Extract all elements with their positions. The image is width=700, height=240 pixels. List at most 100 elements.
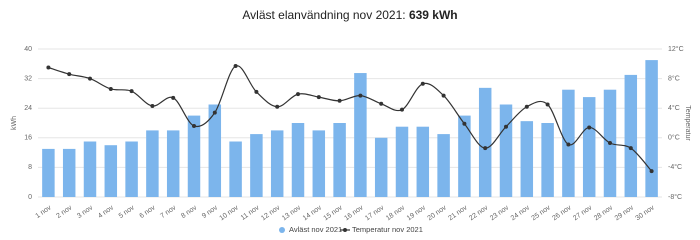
line-point	[88, 76, 92, 81]
line-point	[233, 64, 238, 69]
bar	[520, 121, 534, 197]
x-tick-label: 28 nov	[593, 204, 615, 222]
line-point	[108, 86, 113, 91]
x-tick-label: 19 nov	[406, 204, 428, 222]
bar	[312, 130, 326, 197]
bar	[104, 145, 118, 197]
line-point	[275, 104, 280, 109]
x-tick-label: 26 nov	[551, 204, 573, 222]
x-tick-label: 6 nov	[139, 204, 157, 220]
bar	[270, 130, 284, 197]
y-tick-label: 40	[24, 46, 32, 53]
bar	[354, 73, 367, 197]
y2-tick-label: -8°C	[668, 193, 682, 201]
x-tick-label: 18 nov	[385, 204, 407, 222]
bar	[458, 115, 471, 197]
x-tick-label: 27 nov	[572, 204, 594, 222]
bar	[83, 141, 97, 197]
line-point	[67, 72, 72, 77]
line-point	[483, 146, 488, 151]
line-point	[420, 81, 425, 86]
line-point	[129, 89, 134, 94]
line-point	[150, 103, 155, 108]
temperature-line	[48, 65, 653, 172]
line-point	[504, 124, 508, 129]
x-tick-label: 20 nov	[427, 204, 449, 222]
x-tick-label: 1 nov	[35, 204, 53, 220]
bar	[624, 74, 638, 197]
x-tick-label: 15 nov	[323, 204, 345, 222]
x-tick-label: 16 nov	[343, 204, 365, 222]
line-point	[400, 107, 404, 112]
line-point	[254, 89, 259, 94]
legend-item: Avläst nov 2021	[279, 225, 342, 234]
line-point	[566, 142, 571, 147]
x-tick-label: 22 nov	[468, 204, 490, 222]
bar	[166, 130, 180, 197]
line-point	[212, 110, 217, 115]
line-point	[358, 93, 363, 98]
y-axis-label: kWh	[11, 116, 18, 130]
y2-tick-label: 12°C	[668, 45, 684, 53]
line-point	[441, 93, 446, 98]
y2-tick-label: 0°C	[668, 134, 680, 142]
bar	[645, 60, 658, 197]
y2-tick-label: 8°C	[668, 74, 680, 82]
bar	[62, 148, 76, 197]
bar	[291, 123, 305, 197]
bar	[125, 141, 138, 197]
x-tick-label: 11 nov	[240, 204, 261, 222]
x-tick-label: 9 nov	[201, 204, 219, 220]
y-tick-label: 0	[28, 194, 32, 201]
bar	[437, 134, 450, 197]
x-tick-label: 10 nov	[219, 204, 241, 222]
x-tick-label: 3 nov	[76, 204, 94, 220]
bar	[541, 123, 554, 197]
x-tick-label: 25 nov	[531, 204, 553, 222]
bar	[208, 104, 222, 197]
x-tick-label: 4 nov	[97, 204, 115, 220]
bar	[146, 130, 159, 197]
line-point	[649, 169, 654, 174]
chart-title: Avläst elanvändning nov 2021: 639 kWh	[242, 8, 457, 22]
x-tick-label: 29 nov	[614, 204, 636, 222]
title-value: 639 kWh	[409, 8, 458, 22]
line-point	[587, 125, 592, 130]
x-tick-label: 7 nov	[159, 204, 177, 220]
line-point	[628, 146, 633, 151]
bar	[395, 126, 409, 197]
bar	[374, 137, 388, 197]
legend-item: Temperatur nov 2021	[340, 225, 423, 234]
x-tick-label: 17 nov	[364, 204, 386, 222]
bar	[250, 134, 263, 197]
line-point	[608, 140, 612, 145]
line-point	[46, 65, 51, 70]
x-tick-label: 8 nov	[180, 204, 198, 220]
legend-swatch-dot	[343, 228, 347, 232]
y2-axis-label: Temperatur	[684, 105, 691, 141]
line-point	[379, 101, 384, 106]
line-point	[296, 92, 300, 97]
bar	[499, 104, 513, 197]
legend-swatch	[279, 227, 285, 233]
y2-tick-label: 4°C	[668, 104, 680, 112]
bar	[229, 141, 242, 197]
bar	[478, 87, 492, 197]
x-tick-label: 23 nov	[489, 204, 511, 222]
x-tick-label: 24 nov	[510, 204, 532, 222]
line-point	[171, 95, 176, 100]
x-tick-label: 30 nov	[635, 204, 657, 222]
title-text: Avläst elanvändning nov 2021:	[242, 8, 405, 22]
bar	[416, 126, 430, 197]
line-point	[316, 95, 321, 100]
y-tick-label: 24	[24, 105, 32, 112]
y-tick-label: 8	[28, 164, 32, 171]
x-tick-label: 2 nov	[55, 204, 73, 220]
bar	[42, 148, 55, 197]
legend-label: Avläst nov 2021	[289, 225, 342, 234]
line-point	[462, 121, 467, 126]
line-point	[337, 98, 342, 103]
x-tick-label: 13 nov	[281, 204, 303, 222]
line-point	[524, 104, 529, 109]
